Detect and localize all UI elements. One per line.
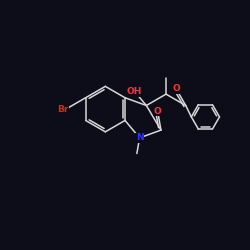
Text: Br: Br (57, 104, 68, 114)
Text: OH: OH (127, 87, 142, 96)
Text: N: N (136, 133, 143, 142)
Text: O: O (172, 84, 180, 93)
Text: O: O (154, 106, 162, 116)
